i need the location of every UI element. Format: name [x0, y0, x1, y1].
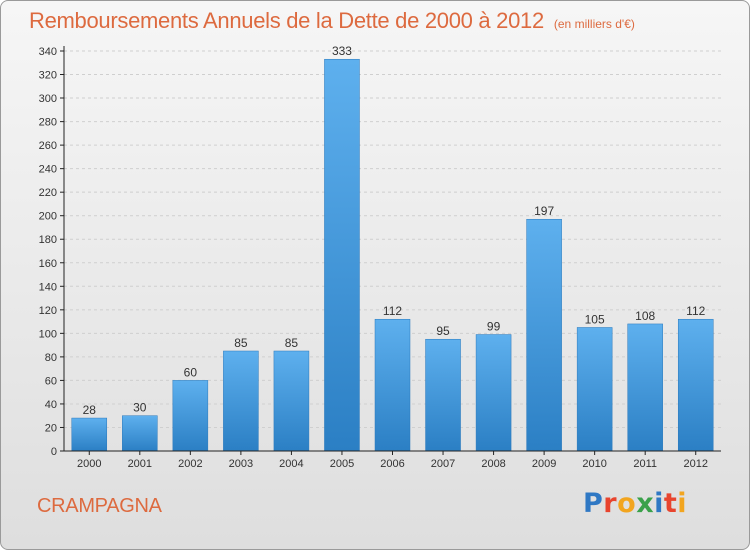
y-tick-label: 220 [39, 187, 57, 199]
bar-2009 [526, 218, 562, 452]
bar-2006 [374, 318, 411, 452]
y-tick-label: 200 [39, 211, 57, 223]
value-label-2010: 105 [585, 312, 605, 326]
x-tick-label-2002: 2002 [178, 458, 202, 470]
x-tick-label-2008: 2008 [481, 458, 505, 470]
bar-2001 [122, 415, 158, 452]
x-tick-label-2012: 2012 [683, 458, 707, 470]
x-tick-label-2003: 2003 [229, 458, 253, 470]
bar-2011 [627, 323, 663, 452]
y-tick-label: 280 [39, 117, 57, 129]
logo-letter: i [654, 488, 664, 519]
commune-name: CRAMPAGNA [37, 495, 162, 517]
x-tick-label-2011: 2011 [633, 458, 657, 470]
y-tick-label: 160 [39, 258, 57, 270]
bar-2012 [677, 318, 714, 452]
chart-subtitle: (en milliers d'€) [553, 17, 635, 31]
logo-letter: t [663, 488, 678, 519]
proxiti-logo: Proxiti [583, 488, 687, 519]
value-label-2011: 108 [635, 309, 655, 323]
x-tick-label-2001: 2001 [128, 458, 152, 470]
value-label-2008: 99 [487, 320, 501, 334]
x-tick-label-2006: 2006 [380, 458, 404, 470]
value-label-2009: 197 [534, 204, 554, 218]
logo-letter: r [603, 488, 618, 519]
y-tick-label: 20 [45, 422, 57, 434]
value-label-2003: 85 [234, 336, 248, 350]
bar-2008 [475, 334, 512, 452]
value-label-2012: 112 [686, 304, 705, 318]
chart-title: Remboursements Annuels de la Dette de 20… [29, 8, 544, 33]
y-tick-label: 240 [39, 164, 57, 176]
x-tick-label-2000: 2000 [77, 458, 101, 470]
axis-layer: 0 20 40 60 80 100 120 140 160 180 200 220 240 260 280 3… [39, 46, 721, 470]
y-tick-label: 0 [51, 446, 57, 458]
value-label-2006: 112 [383, 304, 402, 318]
logo-letter: x [636, 488, 655, 519]
value-label-2005: 333 [332, 44, 352, 58]
value-label-2000: 28 [83, 403, 97, 417]
bar-2003 [223, 350, 259, 452]
title-row: Remboursements Annuels de la Dette de 20… [29, 8, 635, 34]
bar-2000 [71, 417, 108, 452]
label-layer: 28 30 60 85 85 333 112 95 99 197 105 108 112 [83, 44, 706, 417]
bar-2004 [273, 350, 310, 452]
x-tick-label-2005: 2005 [330, 458, 354, 470]
x-tick-label-2007: 2007 [431, 458, 455, 470]
bar-2010 [576, 327, 613, 452]
value-label-2001: 30 [133, 401, 147, 415]
logo-letter: P [583, 488, 604, 519]
x-tick-label-2009: 2009 [532, 458, 556, 470]
y-tick-label: 340 [39, 46, 57, 58]
y-tick-label: 320 [39, 70, 57, 82]
logo-letter: i [677, 488, 688, 519]
y-tick-label: 40 [45, 399, 57, 411]
x-tick-label-2010: 2010 [582, 458, 606, 470]
bar-layer [71, 58, 714, 452]
y-tick-label: 80 [45, 352, 57, 364]
x-tick-label-2004: 2004 [279, 458, 303, 470]
y-tick-label: 140 [39, 281, 57, 293]
value-label-2007: 95 [436, 324, 450, 338]
y-tick-label: 300 [39, 93, 57, 105]
bar-2002 [172, 380, 209, 452]
y-tick-label: 100 [39, 328, 57, 340]
y-tick-label: 260 [39, 140, 57, 152]
bar-2007 [425, 338, 461, 452]
y-tick-label: 180 [39, 234, 57, 246]
bar-2005 [324, 58, 360, 452]
value-label-2004: 85 [285, 336, 299, 350]
y-tick-label: 60 [45, 375, 57, 387]
logo-letter: o [617, 488, 637, 519]
value-label-2002: 60 [184, 365, 198, 379]
y-tick-label: 120 [39, 305, 57, 317]
